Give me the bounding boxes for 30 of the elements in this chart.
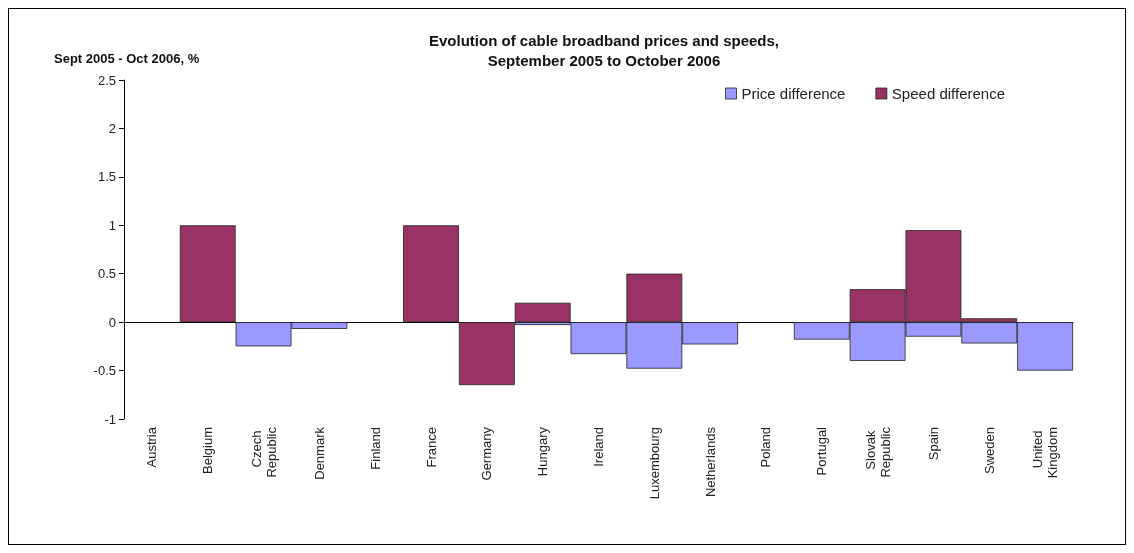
legend-label: Speed difference xyxy=(891,85,1006,102)
x-tick-label: Slovak Republic xyxy=(862,426,893,478)
x-tick-label: Netherlands xyxy=(702,426,718,498)
y-axis-title: Sept 2005 - Oct 2006, % xyxy=(54,51,200,66)
y-tick-label: -1 xyxy=(104,411,116,427)
x-tick-label: Austria xyxy=(144,426,160,468)
y-tick-label: 1 xyxy=(108,217,116,233)
x-tick-label: Denmark xyxy=(311,426,327,480)
x-tick-label: Sweden xyxy=(981,427,997,474)
x-tick-label: Spain xyxy=(925,427,941,461)
chart-title: Evolution of cable broadband prices and speeds, September 2005 to October 2006 xyxy=(428,31,780,69)
legend-label: Price difference xyxy=(741,85,846,102)
x-tick-label: France xyxy=(423,427,439,468)
x-tick-label: Ireland xyxy=(591,427,606,467)
x-tick-label: United Kingdom xyxy=(1030,427,1061,479)
x-tick-label: Finland xyxy=(367,427,383,470)
x-tick-label: Germany xyxy=(479,426,495,481)
x-tick-label: Czech Republic xyxy=(248,426,279,478)
x-tick-label: Hungary xyxy=(535,426,551,477)
x-tick-label: Luxembourg xyxy=(646,427,662,500)
x-tick-label: Belgium xyxy=(200,427,216,474)
y-tick-label: 2 xyxy=(108,120,116,136)
x-tick-label: Poland xyxy=(758,427,774,468)
bar xyxy=(403,225,459,323)
y-tick-label: 0 xyxy=(108,314,116,330)
y-tick-label: 2.5 xyxy=(97,72,116,88)
y-tick-label: -0.5 xyxy=(93,363,116,379)
y-tick-label: 0.5 xyxy=(97,266,116,282)
y-tick-label: 1.5 xyxy=(97,169,116,185)
x-tick-label: Portugal xyxy=(814,426,830,476)
